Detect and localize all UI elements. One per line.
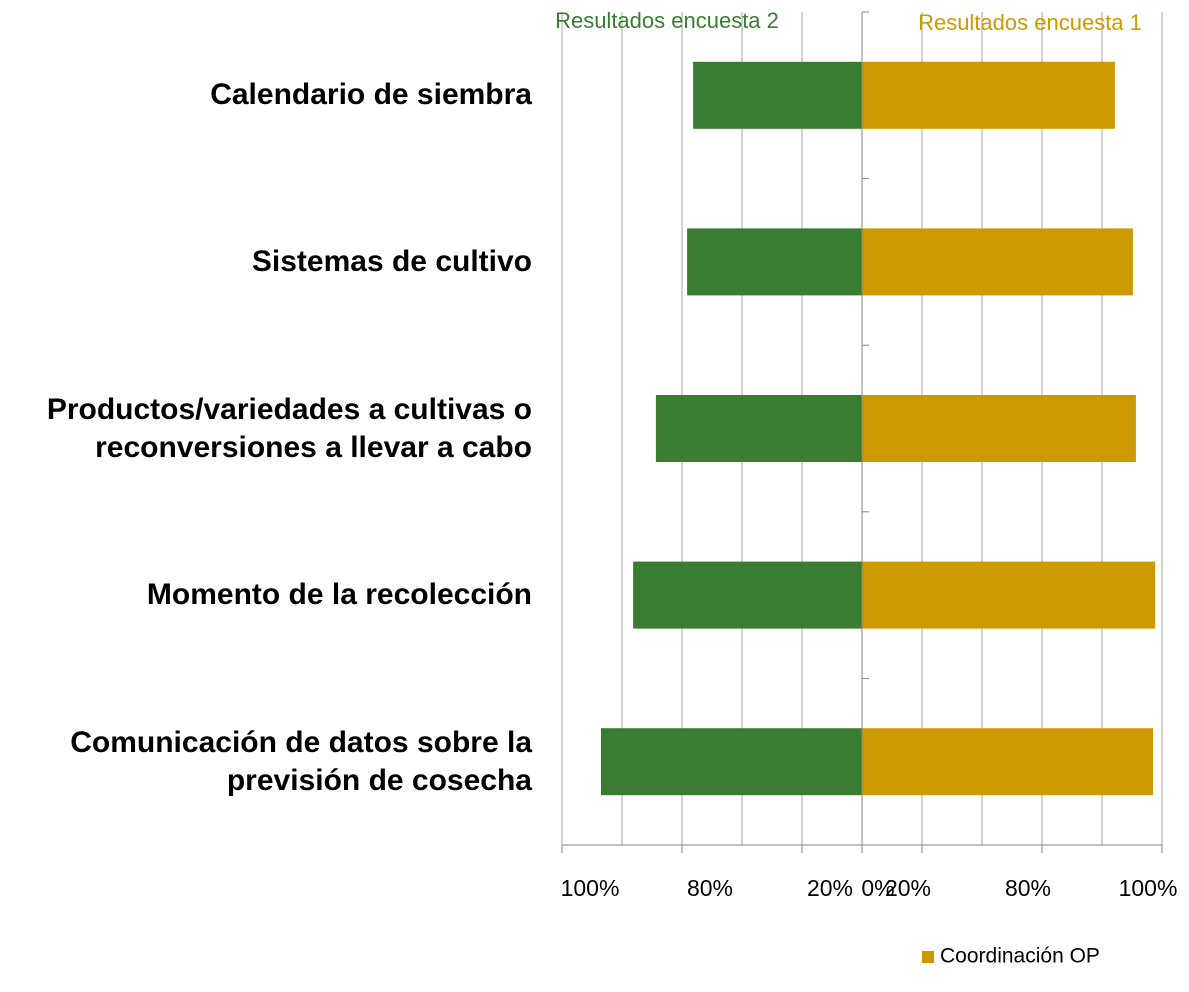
bar [862,228,1133,296]
x-tick-label: 80% [687,875,733,901]
bar [601,728,862,796]
x-tick-label: 100% [1119,875,1178,901]
bar [687,228,862,296]
x-tick-label: 20% [807,875,853,901]
legend-label: Coordinación OP [940,945,1100,968]
bar [862,395,1136,462]
x-tick-label: 80% [1005,875,1051,901]
bar [655,395,862,462]
bar [862,561,1156,629]
legend-label: Disciplinas a cumplir [940,991,1131,992]
bar [633,561,862,629]
legend-swatch [922,951,934,963]
annotation: Resultados encuesta 1 [918,10,1142,35]
bar [862,61,1115,129]
annotation: Resultados encuesta 2 [555,8,779,33]
category-label: Momento de la recolección [146,578,532,612]
x-tick-label: 20% [885,875,931,901]
bar [693,61,862,129]
bar [862,728,1153,796]
category-label: Calendario de siembra [210,78,532,112]
x-tick-label: 0% [861,875,894,901]
category-label: Sistemas de cultivo [251,244,532,278]
x-tick-label: 100% [561,875,620,901]
category-label: Productos/variedades a cultivas o reconv… [46,392,532,464]
category-label: Comunicación de datos sobre la previsión… [70,725,532,797]
